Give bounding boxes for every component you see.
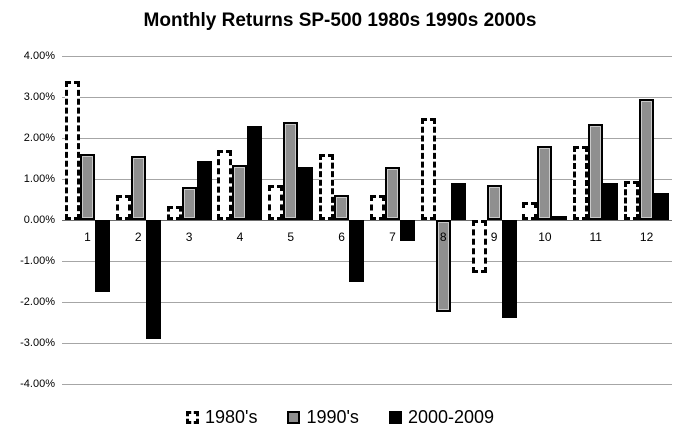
- legend-item-20002009: 2000-2009: [388, 407, 495, 428]
- gridline--2.00%: [62, 302, 672, 303]
- bar-1990s-month-8: [435, 220, 451, 313]
- bar-20002009-month-12: [654, 193, 670, 220]
- x-axis-tick-label-11: 11: [589, 230, 602, 244]
- bar-1980s-month-1: [64, 80, 80, 220]
- x-axis-tick-label-2: 2: [134, 230, 142, 244]
- bar-1990s-month-1: [79, 154, 95, 220]
- legend-swatch-icon: [388, 411, 402, 424]
- legend-swatch-icon: [287, 411, 301, 424]
- bar-1990s-month-4: [232, 164, 248, 220]
- bar-1980s-month-4: [217, 150, 233, 220]
- bar-20002009-month-1: [94, 220, 110, 292]
- gridline-0.00%: [62, 220, 672, 221]
- bar-1990s-month-3: [181, 187, 197, 220]
- gridline--1.00%: [62, 261, 672, 262]
- bar-1980s-month-6: [319, 154, 335, 220]
- bar-1980s-month-3: [166, 205, 182, 220]
- y-axis-tick-label: 4.00%: [23, 50, 55, 62]
- bar-20002009-month-3: [196, 160, 212, 220]
- x-axis-tick-label-3: 3: [185, 230, 193, 244]
- y-axis-tick-label: 3.00%: [23, 91, 55, 103]
- x-axis-tick-label-5: 5: [287, 230, 295, 244]
- bar-1990s-month-12: [639, 99, 655, 220]
- bar-1980s-month-10: [522, 201, 538, 220]
- bar-1980s-month-12: [624, 181, 640, 220]
- bar-1980s-month-11: [573, 146, 589, 220]
- plot-area: 1 2 3 4 5 6 7 8 9 10 11 12: [62, 56, 672, 385]
- y-axis-tick-label: 0.00%: [23, 214, 55, 226]
- x-axis-tick-label-1: 1: [84, 230, 91, 244]
- bar-20002009-month-4: [247, 125, 263, 220]
- y-axis-tick-label: 1.00%: [23, 173, 55, 185]
- bar-1980s-month-7: [369, 195, 385, 220]
- bar-1980s-month-8: [420, 117, 436, 220]
- gridline-1.00%: [62, 179, 672, 180]
- bar-20002009-month-10: [552, 215, 568, 220]
- legend-label: 1990's: [306, 407, 359, 427]
- bar-1990s-month-11: [588, 123, 604, 220]
- gridline--4.00%: [62, 384, 672, 385]
- legend-swatch-icon: [185, 411, 199, 424]
- bar-20002009-month-5: [298, 166, 314, 220]
- gridline-4.00%: [62, 56, 672, 57]
- bar-1990s-month-9: [486, 185, 502, 220]
- x-axis-tick-label-12: 12: [639, 230, 654, 244]
- x-axis-tick-label-7: 7: [389, 230, 396, 244]
- bar-1980s-month-5: [268, 185, 284, 220]
- bar-1990s-month-2: [130, 156, 146, 220]
- legend-label: 2000-2009: [407, 407, 495, 427]
- chart-legend: 1980's 1990's 2000-2009: [0, 407, 680, 428]
- bar-20002009-month-2: [145, 220, 161, 339]
- bar-20002009-month-6: [349, 220, 365, 282]
- bar-20002009-month-9: [501, 220, 517, 319]
- bar-1990s-month-6: [334, 195, 350, 220]
- y-axis-tick-label: -4.00%: [20, 378, 55, 390]
- gridline-3.00%: [62, 97, 672, 98]
- bar-1990s-month-5: [283, 121, 299, 220]
- bar-1980s-month-9: [471, 220, 487, 274]
- bar-20002009-month-11: [603, 183, 619, 220]
- x-axis-tick-label-4: 4: [236, 230, 244, 244]
- legend-item-1990s: 1990's: [287, 407, 359, 428]
- legend-item-1980s: 1980's: [185, 407, 258, 428]
- x-axis-tick-label-6: 6: [338, 230, 345, 244]
- gridline--3.00%: [62, 343, 672, 344]
- gridline-2.00%: [62, 138, 672, 139]
- y-axis-tick-label: -1.00%: [20, 255, 55, 267]
- legend-label: 1980's: [204, 407, 258, 427]
- bar-1980s-month-2: [115, 195, 131, 220]
- bar-20002009-month-7: [399, 220, 415, 241]
- bar-1990s-month-7: [384, 166, 400, 220]
- y-axis-tick-label: -3.00%: [20, 337, 55, 349]
- y-axis-tick-label: -2.00%: [20, 296, 55, 308]
- y-axis-tick-label: 2.00%: [23, 132, 55, 144]
- x-axis-tick-label-10: 10: [538, 230, 552, 244]
- x-axis-tick-label-8: 8: [439, 230, 447, 244]
- bar-1990s-month-10: [537, 146, 553, 220]
- bar-20002009-month-8: [450, 183, 466, 220]
- chart-title: Monthly Returns SP-500 1980s 1990s 2000s: [143, 10, 537, 31]
- x-axis-tick-label-9: 9: [490, 230, 498, 244]
